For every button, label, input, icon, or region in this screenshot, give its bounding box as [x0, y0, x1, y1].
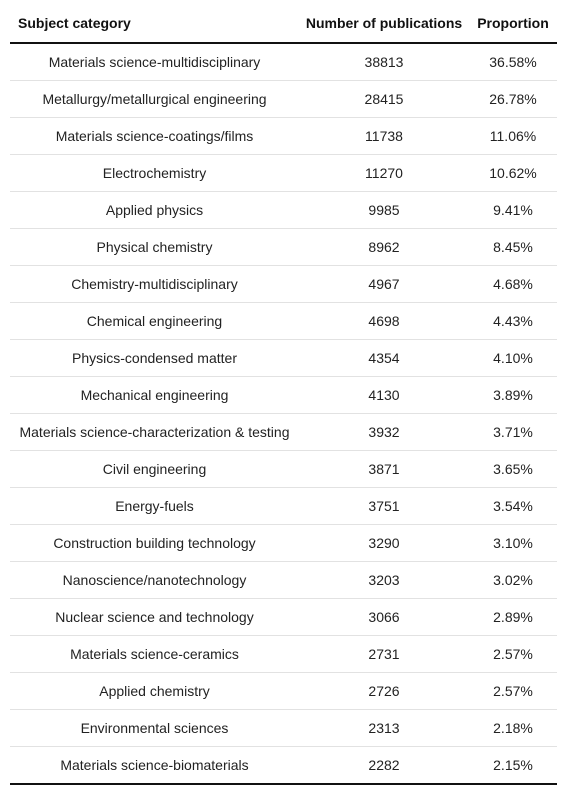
cell-proportion: 3.89%	[469, 376, 557, 414]
cell-subject-category: Electrochemistry	[10, 154, 299, 192]
cell-proportion: 3.71%	[469, 413, 557, 451]
cell-number-of-publications: 38813	[299, 43, 469, 81]
table-header: Subject category Number of publications …	[10, 4, 557, 44]
cell-proportion: 3.10%	[469, 524, 557, 562]
cell-proportion: 3.54%	[469, 487, 557, 525]
cell-subject-category: Materials science-biomaterials	[10, 746, 299, 785]
table-row: Construction building technology 3290 3.10…	[10, 524, 557, 562]
cell-proportion: 4.10%	[469, 339, 557, 377]
cell-subject-category: Materials science-multidisciplinary	[10, 43, 299, 81]
cell-subject-category: Chemical engineering	[10, 302, 299, 340]
cell-proportion: 2.18%	[469, 709, 557, 747]
cell-proportion: 11.06%	[469, 117, 557, 155]
cell-proportion: 3.65%	[469, 450, 557, 488]
cell-proportion: 26.78%	[469, 80, 557, 118]
table-body: Materials science-multidisciplinary 38813…	[10, 43, 557, 785]
cell-proportion: 8.45%	[469, 228, 557, 266]
cell-subject-category: Applied physics	[10, 191, 299, 229]
header-row: Subject category Number of publications …	[10, 4, 557, 44]
table-row: Electrochemistry 11270 10.62%	[10, 154, 557, 192]
table-row: Applied physics 9985 9.41%	[10, 191, 557, 229]
cell-proportion: 2.57%	[469, 635, 557, 673]
cell-proportion: 36.58%	[469, 43, 557, 81]
table-row: Metallurgy/metallurgical engineering 2841…	[10, 80, 557, 118]
header-subject-category: Subject category	[10, 4, 299, 44]
cell-proportion: 2.15%	[469, 746, 557, 785]
cell-subject-category: Environmental sciences	[10, 709, 299, 747]
table-row: Energy-fuels 3751 3.54%	[10, 487, 557, 525]
cell-subject-category: Materials science-coatings/films	[10, 117, 299, 155]
table-row: Materials science-characterization & tes…	[10, 413, 557, 451]
header-proportion: Proportion	[469, 4, 557, 44]
table-row: Materials science-multidisciplinary 38813…	[10, 43, 557, 81]
cell-proportion: 9.41%	[469, 191, 557, 229]
cell-number-of-publications: 3290	[299, 524, 469, 562]
cell-subject-category: Nanoscience/nanotechnology	[10, 561, 299, 599]
cell-subject-category: Nuclear science and technology	[10, 598, 299, 636]
cell-number-of-publications: 4354	[299, 339, 469, 377]
table-row: Chemical engineering 4698 4.43%	[10, 302, 557, 340]
cell-number-of-publications: 11738	[299, 117, 469, 155]
table-row: Nuclear science and technology 3066 2.89%	[10, 598, 557, 636]
cell-subject-category: Energy-fuels	[10, 487, 299, 525]
cell-number-of-publications: 3871	[299, 450, 469, 488]
table-row: Nanoscience/nanotechnology 3203 3.02%	[10, 561, 557, 599]
publications-table-container: Subject category Number of publications …	[10, 4, 557, 785]
cell-number-of-publications: 3751	[299, 487, 469, 525]
cell-subject-category: Physical chemistry	[10, 228, 299, 266]
cell-subject-category: Metallurgy/metallurgical engineering	[10, 80, 299, 118]
cell-subject-category: Applied chemistry	[10, 672, 299, 710]
cell-proportion: 10.62%	[469, 154, 557, 192]
cell-subject-category: Mechanical engineering	[10, 376, 299, 414]
cell-number-of-publications: 11270	[299, 154, 469, 192]
cell-subject-category: Materials science-ceramics	[10, 635, 299, 673]
cell-subject-category: Physics-condensed matter	[10, 339, 299, 377]
table-row: Environmental sciences 2313 2.18%	[10, 709, 557, 747]
cell-subject-category: Materials science-characterization & tes…	[10, 413, 299, 451]
table-row: Materials science-coatings/films 11738 11.…	[10, 117, 557, 155]
table-row: Materials science-ceramics 2731 2.57%	[10, 635, 557, 673]
cell-subject-category: Civil engineering	[10, 450, 299, 488]
cell-number-of-publications: 2313	[299, 709, 469, 747]
table-row: Physics-condensed matter 4354 4.10%	[10, 339, 557, 377]
cell-number-of-publications: 2731	[299, 635, 469, 673]
cell-proportion: 4.68%	[469, 265, 557, 303]
table-row: Physical chemistry 8962 8.45%	[10, 228, 557, 266]
cell-number-of-publications: 4967	[299, 265, 469, 303]
header-number-of-publications: Number of publications	[299, 4, 469, 44]
table-row: Chemistry-multidisciplinary 4967 4.68%	[10, 265, 557, 303]
table-row: Applied chemistry 2726 2.57%	[10, 672, 557, 710]
cell-number-of-publications: 3932	[299, 413, 469, 451]
cell-proportion: 2.57%	[469, 672, 557, 710]
cell-number-of-publications: 2282	[299, 746, 469, 785]
subject-category-table: Subject category Number of publications …	[10, 4, 557, 785]
cell-proportion: 2.89%	[469, 598, 557, 636]
table-row: Materials science-biomaterials 2282 2.15%	[10, 746, 557, 785]
cell-number-of-publications: 8962	[299, 228, 469, 266]
cell-number-of-publications: 2726	[299, 672, 469, 710]
cell-number-of-publications: 3066	[299, 598, 469, 636]
table-row: Mechanical engineering 4130 3.89%	[10, 376, 557, 414]
cell-proportion: 3.02%	[469, 561, 557, 599]
cell-subject-category: Chemistry-multidisciplinary	[10, 265, 299, 303]
cell-proportion: 4.43%	[469, 302, 557, 340]
cell-number-of-publications: 4698	[299, 302, 469, 340]
cell-number-of-publications: 9985	[299, 191, 469, 229]
table-row: Civil engineering 3871 3.65%	[10, 450, 557, 488]
cell-subject-category: Construction building technology	[10, 524, 299, 562]
cell-number-of-publications: 28415	[299, 80, 469, 118]
cell-number-of-publications: 4130	[299, 376, 469, 414]
cell-number-of-publications: 3203	[299, 561, 469, 599]
